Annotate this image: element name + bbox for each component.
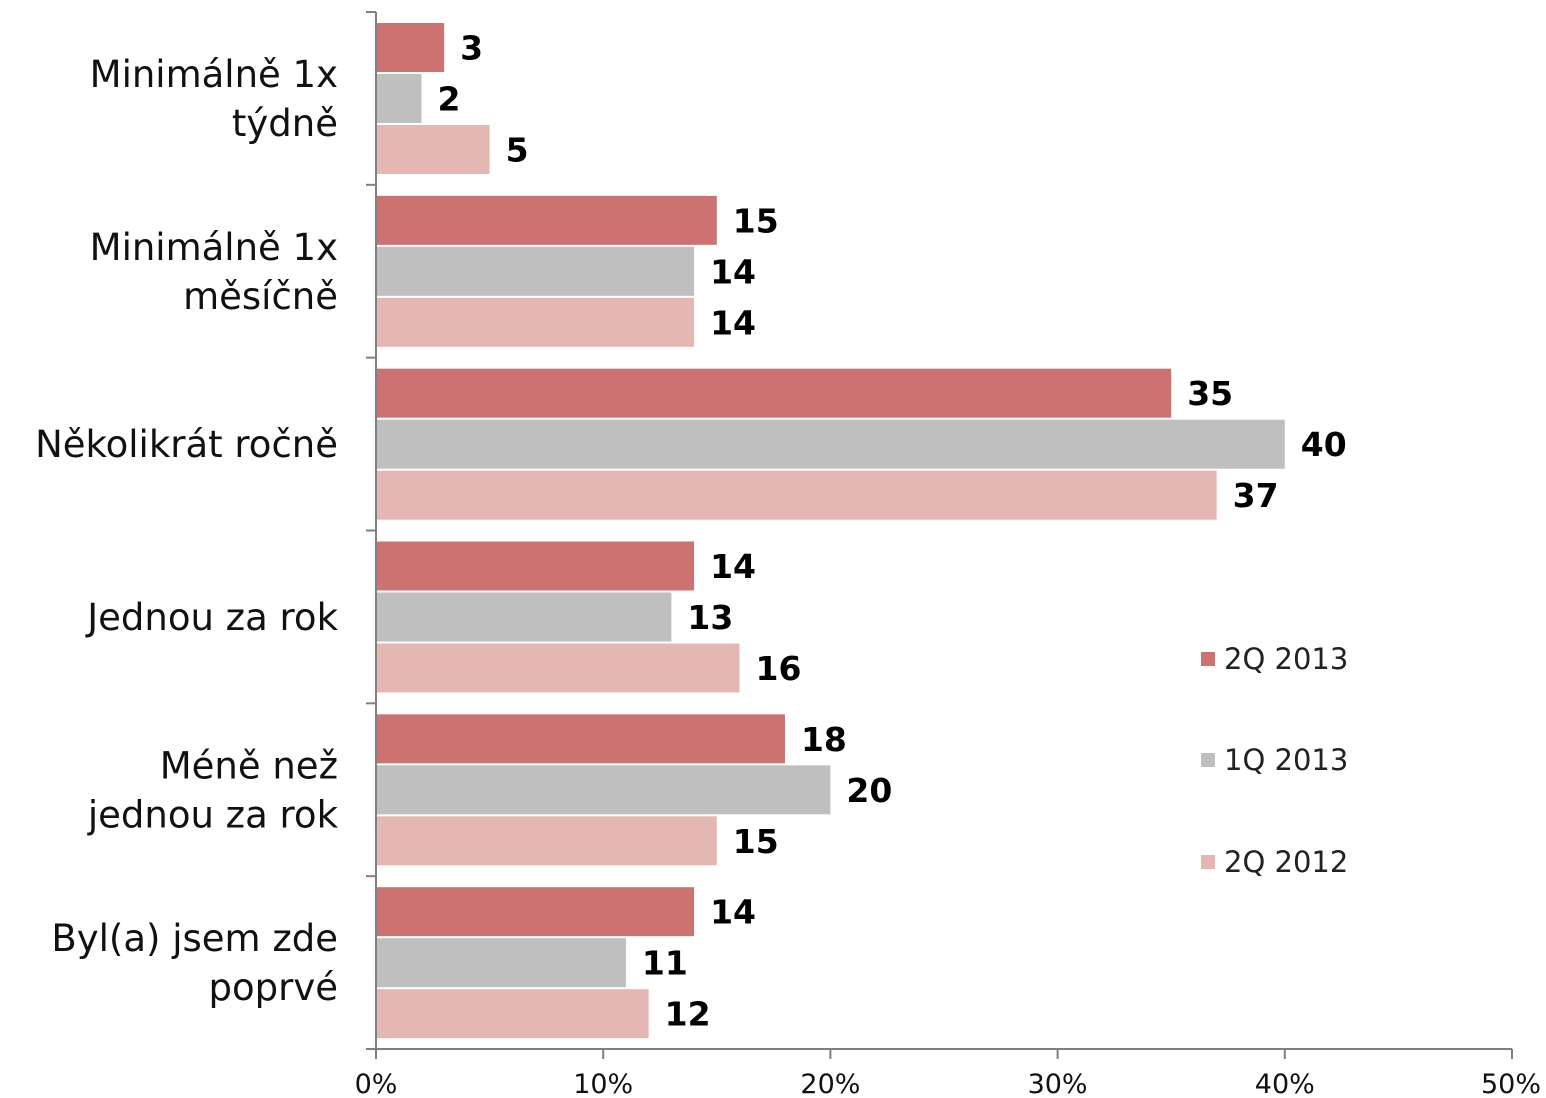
x-tick-label: 10% <box>573 1069 633 1098</box>
bar <box>377 592 672 642</box>
legend-label: 2Q 2012 <box>1224 845 1348 879</box>
data-label: 37 <box>1233 476 1279 515</box>
data-label: 13 <box>687 598 733 637</box>
x-tick-label: 50% <box>1481 1069 1541 1098</box>
x-tick-label: 40% <box>1255 1069 1315 1098</box>
bar <box>377 643 740 693</box>
legend-label: 1Q 2013 <box>1224 743 1348 777</box>
bar <box>377 714 785 764</box>
bar <box>377 541 695 591</box>
legend: 2Q 2013 1Q 2013 2Q 2012 <box>1201 642 1348 879</box>
bar <box>377 74 422 123</box>
data-label: 18 <box>801 720 847 759</box>
data-label: 11 <box>642 944 688 983</box>
category-label: jednou za rok <box>87 793 339 836</box>
data-label: 2 <box>437 80 460 119</box>
data-label: 14 <box>710 252 756 291</box>
data-label: 14 <box>710 547 756 586</box>
legend-swatch <box>1201 753 1215 767</box>
bar <box>377 887 695 937</box>
data-label: 14 <box>710 303 756 342</box>
x-tick-label: 20% <box>800 1069 860 1098</box>
category-label: Jednou za rok <box>85 596 338 639</box>
bar <box>377 23 445 72</box>
data-label: 16 <box>756 649 802 688</box>
bar <box>377 195 717 245</box>
bar <box>377 816 717 866</box>
bar <box>377 765 831 815</box>
category-label: Byl(a) jsem zde <box>51 917 338 960</box>
category-label: Několikrát ročně <box>35 423 338 466</box>
data-label: 15 <box>733 201 779 240</box>
bar <box>377 419 1285 469</box>
bar <box>377 470 1217 520</box>
category-label: poprvé <box>209 966 338 1009</box>
bar <box>377 125 490 174</box>
data-label: 35 <box>1187 374 1233 413</box>
category-label: měsíčně <box>183 275 338 318</box>
axes-layer <box>366 11 1513 1059</box>
legend-label: 2Q 2013 <box>1224 642 1348 676</box>
bars-layer <box>377 23 1285 1039</box>
data-label: 14 <box>710 893 756 932</box>
data-label: 5 <box>506 131 529 170</box>
category-label: Minimálně 1x <box>90 226 338 269</box>
legend-swatch <box>1201 855 1215 869</box>
category-label: týdně <box>232 102 338 145</box>
x-tick-label: 30% <box>1028 1069 1088 1098</box>
data-label: 3 <box>460 29 483 68</box>
category-label: Minimálně 1x <box>90 53 338 96</box>
data-label: 40 <box>1301 425 1347 464</box>
bar <box>377 246 695 296</box>
bar <box>377 368 1172 418</box>
bar <box>377 989 649 1039</box>
bar <box>377 938 626 988</box>
data-label: 20 <box>846 771 892 810</box>
labels-layer: 32 5 Minimálně 1x týdně 15 14 14 Minimálně 1x mě… <box>35 29 1541 1098</box>
legend-swatch <box>1201 652 1215 666</box>
data-label: 12 <box>665 995 711 1034</box>
bar <box>377 297 695 347</box>
x-tick-label: 0% <box>355 1069 398 1098</box>
data-label: 15 <box>733 822 779 861</box>
category-label: Méně než <box>160 744 338 787</box>
